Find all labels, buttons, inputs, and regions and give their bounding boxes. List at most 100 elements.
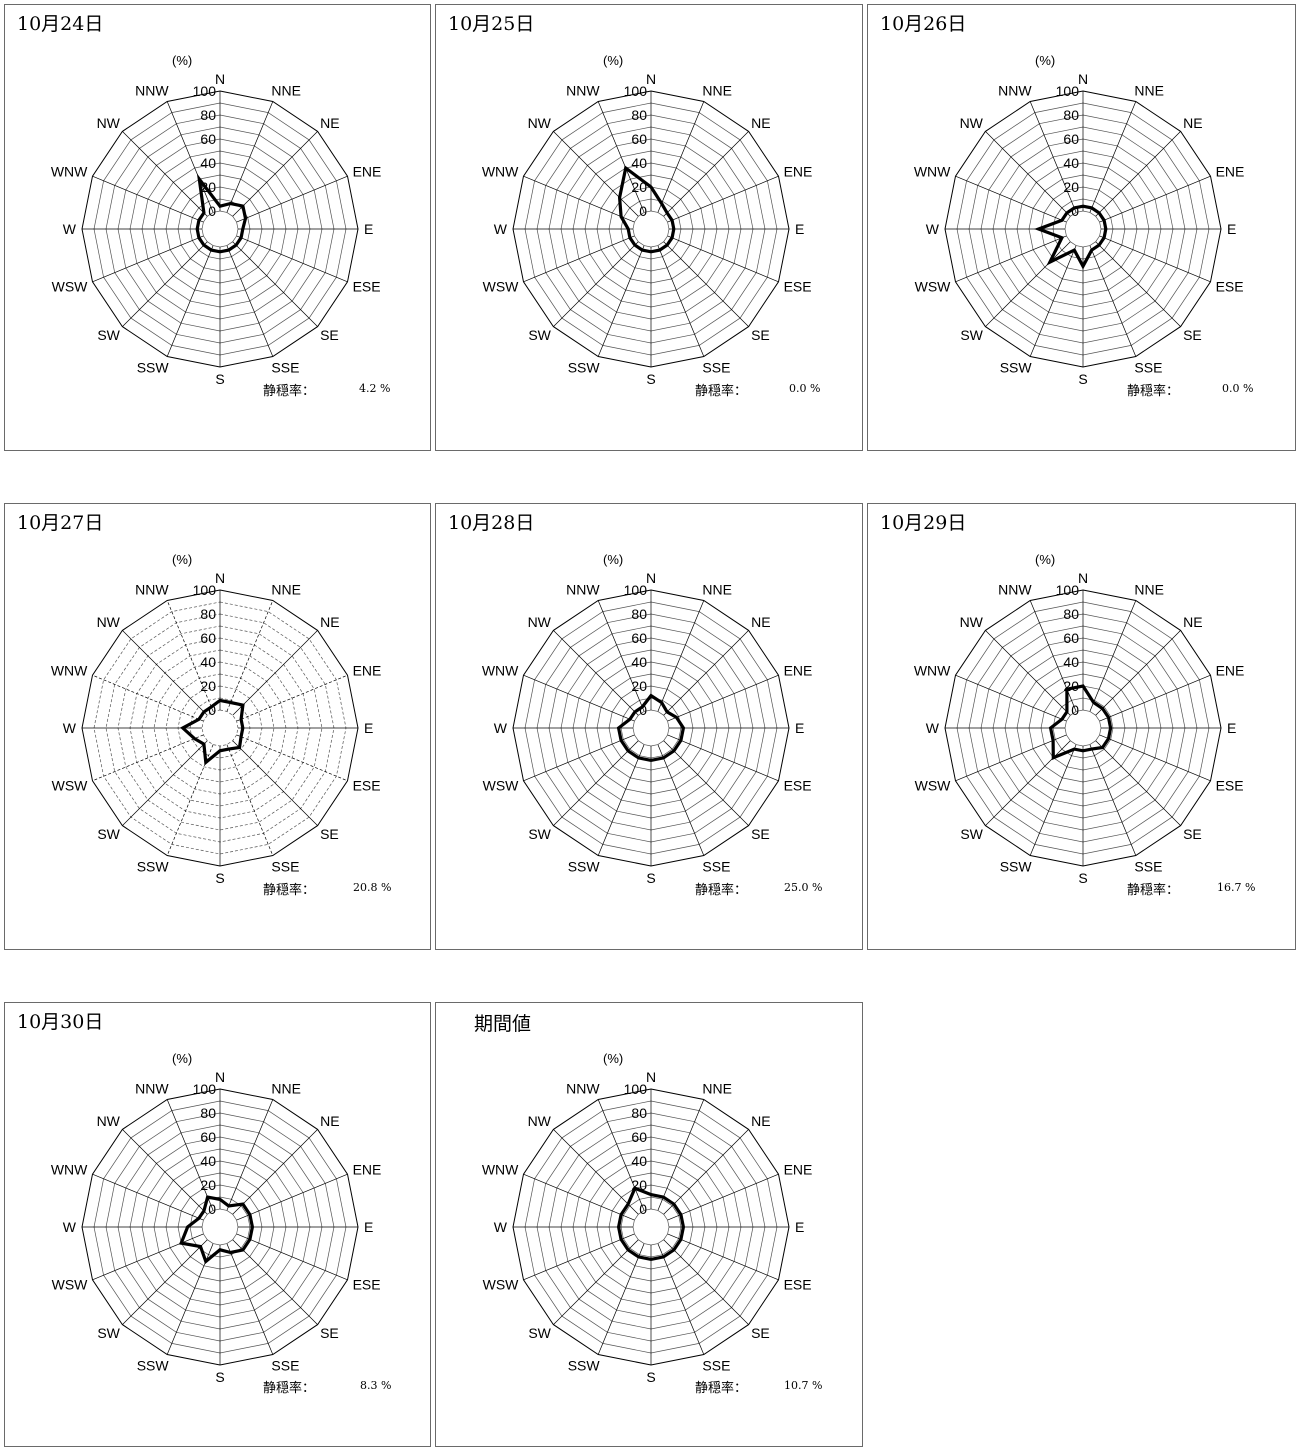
spoke-WSW (523, 1233, 635, 1281)
radial-tick-label: 80 (200, 606, 216, 622)
spoke-ENE (236, 1173, 348, 1221)
spoke-ENE (667, 674, 779, 722)
direction-label-W: W (494, 221, 508, 237)
wind-rose-chart: N NNE NE ENE E ESE SE SSE S SSW SW WSW W WNW NW NNW 0 20 4… (51, 1051, 382, 1385)
direction-label-SSW: SSW (568, 1358, 601, 1374)
direction-label-SW: SW (528, 327, 551, 343)
direction-label-WSW: WSW (52, 777, 89, 793)
direction-label-S: S (646, 1369, 655, 1385)
direction-label-WSW: WSW (483, 777, 520, 793)
spoke-NNE (226, 101, 274, 213)
spoke-SSE (657, 245, 705, 357)
direction-label-N: N (215, 1069, 225, 1085)
unit-label: (%) (172, 53, 192, 68)
spoke-ESE (236, 235, 348, 283)
direction-label-SSE: SSE (271, 360, 299, 376)
spoke-SW (122, 1239, 208, 1325)
spoke-SSE (657, 744, 705, 856)
grid-ring (189, 697, 251, 759)
direction-label-W: W (926, 221, 940, 237)
spoke-ESE (236, 734, 348, 782)
spoke-ESE (667, 1233, 779, 1281)
spoke-NW (985, 630, 1071, 716)
spoke-SE (232, 1239, 318, 1325)
spoke-SSW (597, 245, 645, 357)
direction-label-N: N (1078, 570, 1088, 586)
radial-tick-label: 100 (624, 83, 648, 99)
direction-label-SSW: SSW (137, 360, 170, 376)
direction-label-NE: NE (751, 1113, 770, 1129)
spoke-WSW (955, 235, 1067, 283)
direction-label-SSE: SSE (271, 1358, 299, 1374)
direction-label-NNW: NNW (135, 581, 169, 597)
panel-title: 10月24日 (17, 13, 104, 35)
spoke-SW (553, 740, 639, 826)
spoke-NNW (597, 600, 645, 712)
direction-label-SSW: SSW (137, 859, 170, 875)
direction-label-NE: NE (320, 115, 339, 131)
wind-frequency-series (180, 698, 245, 766)
direction-label-ESE: ESE (784, 1276, 812, 1292)
spoke-SE (1095, 740, 1181, 826)
spoke-SW (122, 241, 208, 327)
calm-rate-value: 0.0 % (789, 382, 821, 395)
wind-frequency-series (617, 165, 676, 254)
direction-label-N: N (215, 71, 225, 87)
direction-label-S: S (215, 1369, 224, 1385)
spoke-NE (663, 1129, 749, 1215)
spoke-WSW (92, 734, 204, 782)
spoke-NE (663, 131, 749, 217)
direction-label-ENE: ENE (1216, 164, 1245, 180)
direction-label-WNW: WNW (482, 1162, 519, 1178)
panel-title: 期間値 (474, 1013, 532, 1035)
spoke-NNE (226, 600, 274, 712)
spoke-SW (985, 241, 1071, 327)
direction-label-SSE: SSE (702, 859, 730, 875)
direction-label-NNE: NNE (702, 82, 732, 98)
spoke-ENE (236, 175, 348, 223)
calm-rate-label: 静穏率： (1127, 883, 1180, 898)
direction-label-WNW: WNW (482, 164, 519, 180)
direction-label-E: E (795, 221, 804, 237)
direction-label-NNW: NNW (566, 1080, 600, 1096)
spoke-NNE (1089, 600, 1137, 712)
wind-frequency-series (616, 693, 686, 763)
direction-label-E: E (1227, 720, 1236, 736)
spoke-WNW (523, 674, 635, 722)
direction-label-N: N (646, 570, 656, 586)
direction-label-NW: NW (528, 614, 552, 630)
calm-rate-label: 静穏率： (263, 384, 316, 399)
calm-rate-value: 4.2 % (359, 382, 391, 395)
direction-label-SSW: SSW (1000, 360, 1033, 376)
wind-frequency-series (616, 1186, 686, 1262)
direction-label-SW: SW (528, 1325, 551, 1341)
spoke-WNW (92, 175, 204, 223)
direction-label-SSE: SSE (702, 360, 730, 376)
calm-rate-value: 20.8 % (353, 881, 392, 894)
wind-rose-panel: 10月25日 N NNE NE ENE E ESE SE SSE S SSW SW WSW W WNW NW… (435, 4, 863, 451)
direction-label-NNE: NNE (271, 82, 301, 98)
direction-label-S: S (215, 870, 224, 886)
direction-label-ENE: ENE (353, 1162, 382, 1178)
spoke-NNW (597, 1099, 645, 1211)
spoke-ENE (1099, 175, 1211, 223)
spoke-SSE (657, 1243, 705, 1355)
direction-label-SSW: SSW (568, 360, 601, 376)
radial-tick-label: 40 (1063, 654, 1079, 670)
direction-label-NE: NE (751, 614, 770, 630)
radial-tick-label: 60 (1063, 131, 1079, 147)
direction-label-NW: NW (97, 115, 121, 131)
direction-label-WNW: WNW (51, 663, 88, 679)
radial-tick-label: 20 (200, 179, 216, 195)
spoke-NNW (166, 101, 214, 213)
spoke-NE (232, 630, 318, 716)
calm-rate-value: 10.7 % (784, 1379, 823, 1392)
spoke-NW (553, 131, 639, 217)
radial-tick-label: 100 (1056, 83, 1080, 99)
direction-label-E: E (364, 221, 373, 237)
radial-tick-label: 80 (200, 1105, 216, 1121)
radial-tick-label: 80 (631, 606, 647, 622)
direction-label-S: S (646, 870, 655, 886)
calm-rate-value: 16.7 % (1217, 881, 1256, 894)
unit-label: (%) (603, 552, 623, 567)
